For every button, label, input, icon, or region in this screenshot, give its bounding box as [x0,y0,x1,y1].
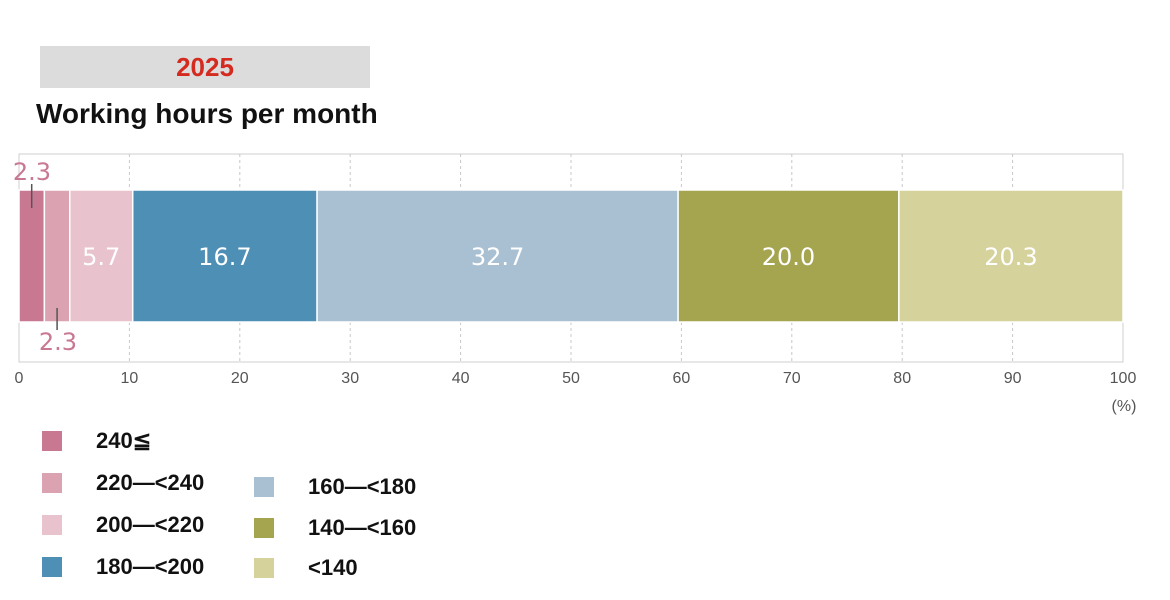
x-tick-label: 40 [452,370,470,387]
bar-segment [18,189,46,323]
legend-label: 200―<220 [96,512,205,537]
legend-label: 220―<240 [96,470,205,495]
legend-swatch [42,515,62,535]
bar-segment [898,189,1124,323]
data-label: 20.3 [984,243,1037,271]
legend-swatch [42,431,62,451]
data-label: 2.3 [39,328,77,356]
bar-segment [677,189,900,323]
bar-segment [69,189,134,323]
legend-label: <140 [308,555,358,580]
x-tick-label: 60 [673,370,691,387]
legend-label: 140―<160 [308,515,417,540]
x-axis-unit: (%) [1112,398,1137,415]
legend-item: 200―<220 [42,512,204,538]
legend-item: <140 [254,555,358,581]
legend-swatch [254,518,274,538]
x-tick-label: 80 [893,370,911,387]
data-label: 2.3 [13,158,51,186]
legend-swatch [42,557,62,577]
legend-item: 220―<240 [42,470,204,496]
legend-label: 240≦ [96,428,152,453]
legend-swatch [254,558,274,578]
bar-segment [43,189,71,323]
x-tick-label: 10 [121,370,139,387]
legend-item: 180―<200 [42,554,204,580]
legend-item: 140―<160 [254,515,416,541]
data-label: 20.0 [762,243,815,271]
legend-label: 180―<200 [96,554,205,579]
legend-item: 160―<180 [254,474,416,500]
data-label: 5.7 [82,243,120,271]
x-tick-label: 20 [231,370,249,387]
x-tick-label: 50 [562,370,580,387]
x-tick-label: 100 [1110,370,1137,387]
bar-segment [316,189,679,323]
chart-title: Working hours per month [36,98,378,129]
legend-swatch [254,477,274,497]
legend-item: 240≦ [42,428,151,454]
legend-label: 160―<180 [308,474,417,499]
year-label: 2025 [176,51,234,82]
x-tick-label: 90 [1004,370,1022,387]
x-tick-label: 0 [15,370,24,387]
data-label: 16.7 [198,243,251,271]
x-tick-label: 70 [783,370,801,387]
bar-segment [131,189,318,323]
legend-swatch [42,473,62,493]
data-label: 32.7 [471,243,524,271]
x-tick-label: 30 [341,370,359,387]
year-banner: 2025 [40,46,370,88]
